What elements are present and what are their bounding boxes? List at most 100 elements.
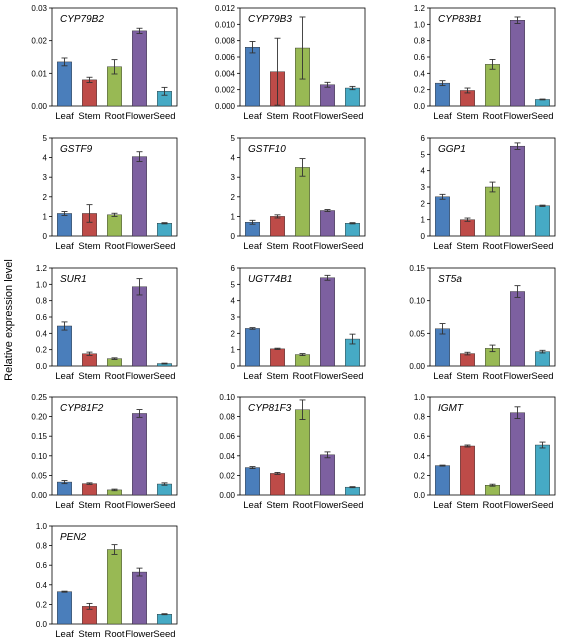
y-tick-label: 1.0: [414, 20, 426, 29]
y-tick-label: 3: [43, 173, 48, 182]
y-tick-label: 0: [231, 362, 236, 371]
y-tick-label: 0.004: [215, 69, 236, 78]
y-tick-label: 2: [231, 329, 236, 338]
y-tick-label: 1: [421, 216, 426, 225]
bar-leaf: [435, 196, 450, 237]
bar-stem: [460, 219, 475, 237]
y-tick-label: 0.8: [414, 413, 426, 422]
bar-stem: [82, 79, 97, 107]
category-label-flower: Flower: [313, 500, 342, 511]
category-label-seed: Seed: [153, 241, 175, 252]
y-tick-label: 0.0: [36, 362, 48, 371]
category-label-stem: Stem: [78, 629, 100, 640]
bar-root: [295, 409, 310, 496]
category-label-seed: Seed: [531, 111, 553, 122]
y-tick-label: 3: [231, 313, 236, 322]
category-label-leaf: Leaf: [55, 241, 74, 252]
y-tick-label: 0.012: [215, 4, 236, 13]
category-label-seed: Seed: [153, 629, 175, 640]
y-tick-label: 0.05: [409, 329, 425, 338]
panel-ugt74b1: 0 1 2 3 4 5 6 UGT74B1 Leaf Stem Root Flower Seed: [231, 264, 366, 382]
gene-title: CYP79B3: [248, 14, 292, 25]
y-tick-label: 0.00: [31, 491, 47, 500]
panel-gstf9: 0 1 2 3 4 5 GSTF9 Leaf Stem Root Flower Seed: [43, 134, 178, 252]
bar-flower: [132, 413, 147, 496]
y-tick-label: 0.4: [36, 581, 48, 590]
bar-root: [107, 214, 122, 237]
y-tick-label: 4: [43, 154, 48, 163]
panel-cyp81f2: 0.00 0.05 0.10 0.15 0.20 0.25 CYP81F2 Leaf Stem R…: [31, 393, 178, 511]
category-label-leaf: Leaf: [243, 371, 262, 382]
category-label-root: Root: [482, 111, 502, 122]
bar-flower: [132, 286, 147, 367]
y-tick-label: 4: [231, 297, 236, 306]
y-tick-label: 0.0: [414, 491, 426, 500]
bar-seed: [345, 87, 360, 107]
y-tick-label: 0.05: [31, 471, 47, 480]
bar-leaf: [57, 325, 72, 367]
y-tick-label: 0.01: [31, 69, 47, 78]
y-tick-label: 4: [231, 154, 236, 163]
bar-leaf: [57, 61, 72, 107]
category-label-stem: Stem: [456, 241, 478, 252]
y-tick-label: 0.6: [36, 313, 48, 322]
panel-cyp83b1: 0.0 0.2 0.4 0.6 0.8 1.0 1.2 CYP83B1 Leaf Stem Root…: [414, 4, 556, 122]
bar-flower: [320, 84, 335, 107]
panel-ggp1: 0 1 2 3 4 5 6 GGP1 Leaf Stem Root Flower Seed: [421, 134, 556, 252]
bar-seed: [157, 223, 172, 237]
category-label-seed: Seed: [341, 371, 363, 382]
gene-title: GSTF10: [248, 144, 286, 155]
y-tick-label: 0.10: [409, 297, 425, 306]
bar-flower: [132, 156, 147, 237]
category-label-flower: Flower: [313, 371, 342, 382]
category-label-leaf: Leaf: [55, 629, 74, 640]
category-label-root: Root: [104, 371, 124, 382]
category-label-seed: Seed: [341, 241, 363, 252]
bar-seed: [345, 486, 360, 496]
panel-pen2: 0.0 0.2 0.4 0.6 0.8 1.0 PEN2 Leaf Stem Root Flower…: [36, 522, 178, 640]
bar-flower: [510, 412, 525, 496]
bar-root: [107, 549, 122, 625]
category-label-flower: Flower: [125, 629, 154, 640]
y-tick-label: 1: [231, 346, 236, 355]
category-label-leaf: Leaf: [243, 500, 262, 511]
bar-stem: [270, 473, 285, 496]
bar-seed: [345, 223, 360, 237]
category-label-stem: Stem: [266, 241, 288, 252]
y-tick-label: 3: [421, 183, 426, 192]
category-label-flower: Flower: [503, 500, 532, 511]
panel-cyp79b2: 0.00 0.01 0.02 0.03 CYP79B2 Leaf Stem Root Flowe…: [31, 4, 178, 122]
y-tick-label: 0.06: [219, 432, 235, 441]
category-label-stem: Stem: [266, 111, 288, 122]
category-label-root: Root: [104, 629, 124, 640]
y-tick-label: 1.0: [414, 393, 426, 402]
bar-seed: [535, 205, 550, 237]
gene-title: CYP81F3: [248, 403, 292, 414]
category-label-flower: Flower: [503, 371, 532, 382]
category-label-leaf: Leaf: [243, 111, 262, 122]
category-label-stem: Stem: [78, 111, 100, 122]
category-label-seed: Seed: [341, 111, 363, 122]
bar-stem: [82, 483, 97, 496]
y-tick-label: 0.6: [414, 432, 426, 441]
bar-leaf: [435, 82, 450, 107]
y-tick-label: 0.2: [414, 86, 426, 95]
y-tick-label: 0.04: [219, 452, 235, 461]
bar-seed: [157, 483, 172, 496]
y-tick-label: 0.0: [414, 102, 426, 111]
y-tick-label: 0: [231, 232, 236, 241]
y-tick-label: 0.2: [414, 471, 426, 480]
y-tick-label: 0.2: [36, 346, 48, 355]
y-tick-label: 1.2: [36, 264, 48, 273]
gene-title: SUR1: [60, 274, 87, 285]
y-tick-label: 5: [421, 150, 426, 159]
bar-stem: [460, 353, 475, 367]
category-label-flower: Flower: [125, 371, 154, 382]
y-tick-label: 0.4: [36, 329, 48, 338]
shared-y-axis-label: Relative expression level: [3, 259, 15, 381]
y-tick-label: 0.2: [36, 600, 48, 609]
y-tick-label: 0.02: [31, 37, 47, 46]
bar-root: [485, 485, 500, 496]
panel-gstf10: 0 1 2 3 4 5 GSTF10 Leaf Stem Root Flower Seed: [231, 134, 366, 252]
